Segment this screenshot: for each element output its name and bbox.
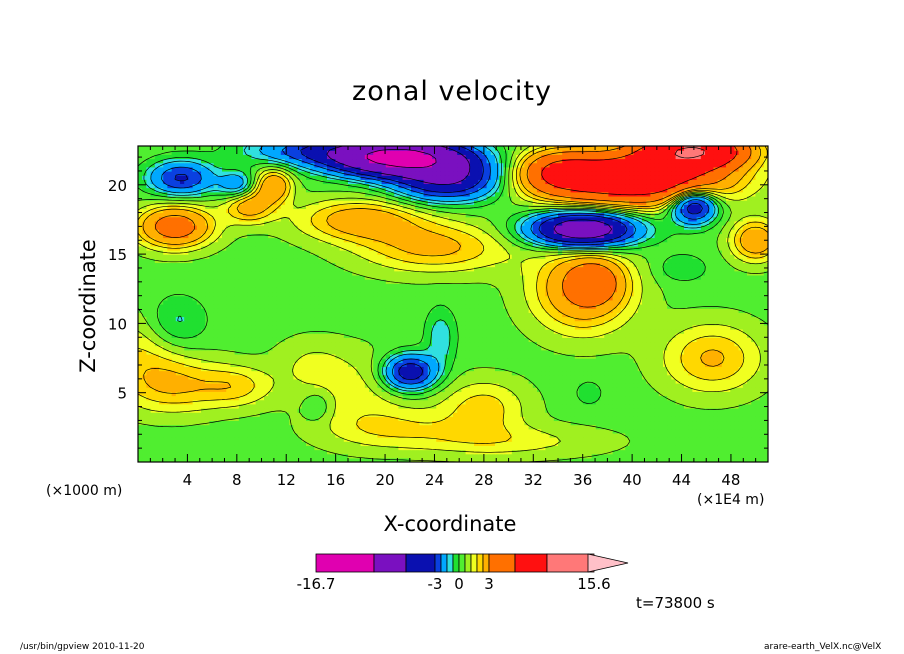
colorbar-segment: [434, 553, 442, 573]
colorbar-segment: [470, 553, 478, 573]
x-tick-label: 32: [524, 471, 543, 489]
colorbar: -16.7 -3 0 3 15.6: [297, 553, 629, 593]
contour-lines: [138, 146, 768, 462]
colorbar-tick-label: 0: [454, 575, 464, 593]
x-tick-label: 20: [376, 471, 395, 489]
x-tick-label: 36: [573, 471, 592, 489]
chart-title: zonal velocity: [352, 76, 552, 107]
colorbar-segment: [315, 553, 375, 573]
y-tick-label: 15: [108, 246, 127, 264]
x-tick-label: 28: [474, 471, 493, 489]
x-tick-label: 4: [183, 471, 193, 489]
colorbar-segment: [476, 553, 484, 573]
footer-program-date: /usr/bin/gpview 2010-11-20: [20, 642, 145, 652]
colorbar-segment: [458, 553, 466, 573]
colorbar-segment: [488, 553, 516, 573]
colorbar-segment: [514, 553, 548, 573]
colorbar-segment: [546, 553, 595, 573]
colorbar-tick-label: 15.6: [577, 575, 610, 593]
footer-source-variable: arare-earth_VelX.nc@VelX: [764, 642, 882, 652]
x-axis-ticks: 4 8 12 16 20 24 28 32 36 40 44 48: [149, 146, 757, 489]
plot-frame: [137, 145, 769, 463]
colorbar-segment: [482, 553, 490, 573]
colorbar-extension-arrow: [587, 553, 629, 573]
colorbar-segment: [446, 553, 454, 573]
y-axis-label: Z-coordinate: [76, 239, 100, 373]
colorbar-segment: [464, 553, 472, 573]
x-tick-label: 12: [277, 471, 296, 489]
x-unit-label: (×1000 m): [46, 483, 123, 499]
x-tick-label: 44: [672, 471, 691, 489]
y-tick-label: 10: [108, 315, 127, 333]
y-tick-label: 20: [108, 177, 127, 195]
y-tick-label: 5: [117, 385, 127, 403]
x-axis-label: X-coordinate: [383, 512, 517, 536]
colorbar-tick-label: -3: [428, 575, 443, 593]
x-tick-label: 8: [232, 471, 242, 489]
colorbar-tick-label: -16.7: [297, 575, 336, 593]
x-scale-label: (×1E4 m): [697, 492, 765, 508]
colorbar-segment: [452, 553, 460, 573]
colorbar-segment: [373, 553, 407, 573]
colorbar-tick-label: 3: [484, 575, 494, 593]
x-tick-label: 40: [623, 471, 642, 489]
y-axis-ticks: 5 10 15 20: [108, 156, 768, 449]
x-tick-label: 24: [425, 471, 444, 489]
x-tick-label: 16: [326, 471, 345, 489]
colorbar-segment: [440, 553, 448, 573]
x-tick-label: 48: [721, 471, 740, 489]
colorbar-segment: [405, 553, 436, 573]
time-annotation: t=73800 s: [636, 594, 715, 612]
